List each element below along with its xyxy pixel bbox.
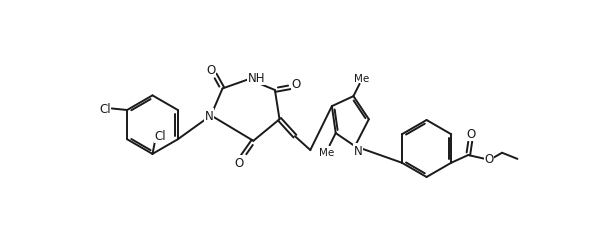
Text: O: O	[206, 64, 215, 76]
Text: O: O	[466, 128, 475, 140]
Text: Cl: Cl	[154, 129, 166, 142]
Text: Me: Me	[319, 147, 334, 157]
Text: O: O	[234, 156, 243, 169]
Text: O: O	[484, 153, 493, 166]
Text: N: N	[205, 109, 214, 122]
Text: Me: Me	[354, 73, 370, 83]
Text: N: N	[354, 144, 362, 157]
Text: Cl: Cl	[99, 103, 110, 116]
Text: O: O	[292, 78, 301, 91]
Text: NH: NH	[248, 72, 265, 85]
